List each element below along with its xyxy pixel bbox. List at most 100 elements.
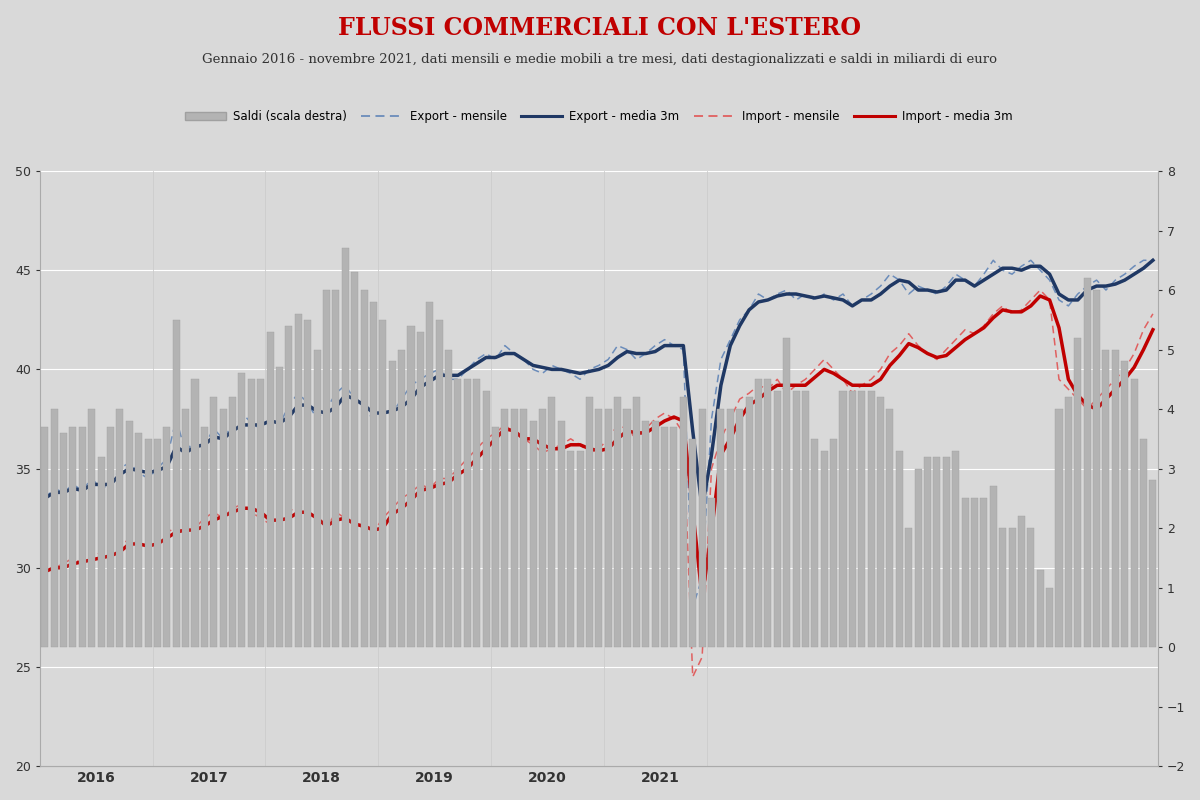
Bar xyxy=(1000,528,1006,647)
Bar xyxy=(961,498,968,647)
Bar xyxy=(210,397,217,647)
Bar xyxy=(389,362,396,647)
Bar xyxy=(896,450,902,647)
Bar xyxy=(1093,290,1100,647)
Bar xyxy=(632,397,640,647)
Bar xyxy=(642,421,649,647)
Bar xyxy=(276,367,283,647)
Bar xyxy=(830,439,838,647)
Bar xyxy=(718,409,725,647)
Bar xyxy=(529,421,536,647)
Bar xyxy=(905,528,912,647)
Bar xyxy=(200,427,208,647)
Bar xyxy=(990,486,997,647)
Bar xyxy=(426,302,433,647)
Legend: Saldi (scala destra), Export - mensile, Export - media 3m, Import - mensile, Imp: Saldi (scala destra), Export - mensile, … xyxy=(180,106,1018,128)
Bar xyxy=(1121,362,1128,647)
Bar xyxy=(736,409,743,647)
Bar xyxy=(455,379,462,647)
Bar xyxy=(323,290,330,647)
Bar xyxy=(1037,570,1044,647)
Bar xyxy=(671,427,678,647)
Bar xyxy=(126,421,133,647)
Bar xyxy=(774,391,781,647)
Bar xyxy=(436,320,443,647)
Bar xyxy=(877,397,884,647)
Bar xyxy=(257,379,264,647)
Text: FLUSSI COMMERCIALI CON L'ESTERO: FLUSSI COMMERCIALI CON L'ESTERO xyxy=(338,16,862,40)
Bar xyxy=(811,439,818,647)
Bar xyxy=(379,320,386,647)
Bar xyxy=(1064,397,1072,647)
Bar xyxy=(492,427,499,647)
Bar xyxy=(313,350,320,647)
Bar xyxy=(624,409,630,647)
Bar xyxy=(586,397,593,647)
Bar xyxy=(605,409,612,647)
Bar xyxy=(144,439,151,647)
Bar xyxy=(924,457,931,647)
Bar xyxy=(473,379,480,647)
Bar xyxy=(792,391,799,647)
Bar xyxy=(220,409,227,647)
Bar xyxy=(398,350,406,647)
Bar xyxy=(914,469,922,647)
Bar xyxy=(97,457,104,647)
Bar xyxy=(980,498,988,647)
Bar xyxy=(295,314,302,647)
Bar xyxy=(116,409,124,647)
Bar xyxy=(680,397,686,647)
Bar xyxy=(342,248,349,647)
Bar xyxy=(182,409,190,647)
Bar xyxy=(614,397,622,647)
Bar xyxy=(173,320,180,647)
Bar xyxy=(1140,439,1147,647)
Bar xyxy=(652,421,659,647)
Bar xyxy=(1018,516,1025,647)
Bar xyxy=(360,290,367,647)
Bar xyxy=(88,409,95,647)
Bar xyxy=(868,391,875,647)
Bar xyxy=(464,379,470,647)
Bar xyxy=(79,427,86,647)
Bar xyxy=(248,379,254,647)
Bar xyxy=(332,290,340,647)
Bar xyxy=(1056,409,1062,647)
Bar xyxy=(764,379,772,647)
Bar xyxy=(70,427,77,647)
Bar xyxy=(1130,379,1138,647)
Bar xyxy=(568,450,574,647)
Bar xyxy=(952,450,959,647)
Bar xyxy=(745,397,752,647)
Bar xyxy=(41,427,48,647)
Bar xyxy=(698,409,706,647)
Bar xyxy=(539,409,546,647)
Bar xyxy=(802,391,809,647)
Bar xyxy=(1008,528,1015,647)
Bar xyxy=(887,409,894,647)
Bar xyxy=(840,391,846,647)
Bar xyxy=(416,332,424,647)
Bar xyxy=(107,427,114,647)
Bar xyxy=(708,498,715,647)
Bar xyxy=(445,350,452,647)
Bar xyxy=(304,320,311,647)
Bar xyxy=(482,391,490,647)
Bar xyxy=(934,457,941,647)
Bar xyxy=(1103,350,1110,647)
Bar xyxy=(727,409,734,647)
Bar xyxy=(548,397,556,647)
Bar xyxy=(784,338,790,647)
Bar xyxy=(848,391,856,647)
Bar xyxy=(755,379,762,647)
Bar xyxy=(408,326,414,647)
Bar xyxy=(239,374,246,647)
Bar xyxy=(1084,278,1091,647)
Bar xyxy=(689,439,696,647)
Bar xyxy=(511,409,518,647)
Bar xyxy=(943,457,950,647)
Bar xyxy=(502,409,509,647)
Bar xyxy=(821,450,828,647)
Bar xyxy=(50,409,58,647)
Bar xyxy=(971,498,978,647)
